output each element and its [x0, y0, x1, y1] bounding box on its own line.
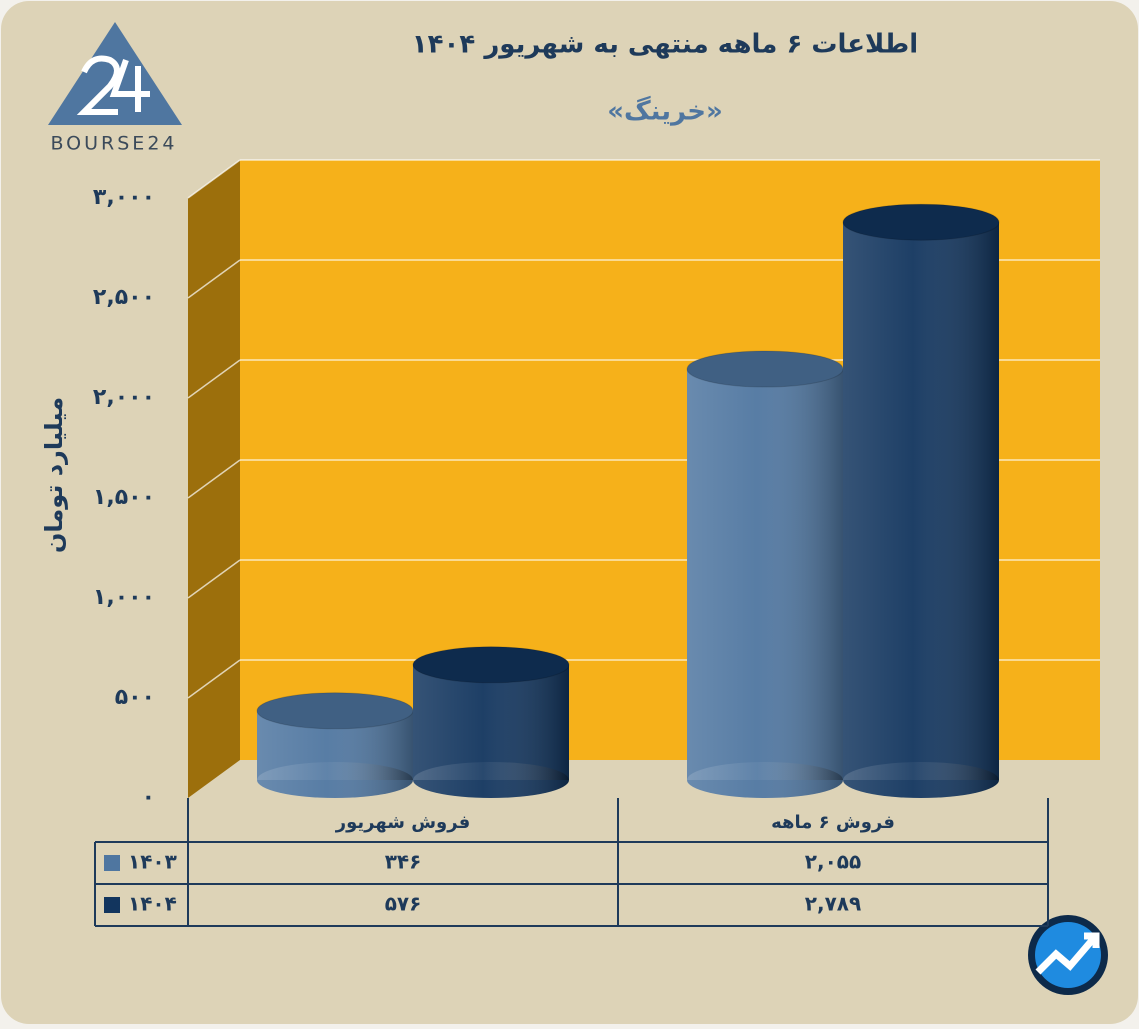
y-tick-label: ۱,۵۰۰: [93, 485, 155, 510]
grid-line: [187, 459, 241, 499]
brand-icon: [1028, 915, 1108, 995]
y-tick-label: ۵۰۰: [115, 685, 155, 710]
data-label: ۳۴۶: [385, 850, 422, 874]
cylinder-top: [842, 203, 1000, 241]
cylinder-top-shade: [257, 692, 413, 729]
cylinder-shade: [413, 664, 569, 780]
logo-mark: [76, 55, 150, 115]
x-tick-label: فروش شهریور: [335, 812, 470, 833]
legend-label: ۱۴۰۴: [128, 892, 177, 916]
y-tick-label: ۱,۰۰۰: [93, 585, 155, 610]
cylinder-top-shade: [687, 351, 843, 387]
y-tick-label: ۲,۵۰۰: [93, 285, 155, 310]
chart-title: اطلاعات ۶ ماهه منتهی به شهریور ۱۴۰۴: [412, 30, 918, 60]
icon-disc: [1035, 922, 1101, 988]
grid-line: [187, 659, 241, 699]
icon-arrow: [1035, 932, 1100, 975]
cylinder-top: [412, 646, 570, 684]
y-tick-label: ۰: [142, 785, 155, 810]
legend-swatch: [104, 855, 120, 871]
cylinder-top-shade: [413, 646, 569, 683]
chart-subtitle: «خرینگ»: [607, 96, 723, 127]
x-tick-label: فروش ۶ ماهه: [771, 812, 895, 833]
cylinder-shade: [843, 222, 999, 780]
cylinder-shade: [687, 369, 843, 780]
grid-line: [187, 159, 241, 199]
grid-line: [187, 559, 241, 599]
logo: BOURSE24: [48, 22, 182, 155]
cylinder-top-shade: [843, 204, 999, 241]
grid-line: [187, 259, 241, 299]
legend-swatch: [104, 897, 120, 913]
y-tick-label: ۲,۰۰۰: [93, 385, 155, 410]
data-label: ۲,۷۸۹: [805, 892, 861, 916]
data-label: ۲,۰۵۵: [805, 850, 861, 874]
grid-line: [187, 359, 241, 399]
data-label: ۵۷۶: [385, 892, 422, 916]
y-axis-label: میلیارد تومان: [40, 397, 68, 553]
logo-text: BOURSE24: [50, 133, 177, 155]
y-tick-label: ۳,۰۰۰: [93, 185, 155, 210]
legend-label: ۱۴۰۳: [128, 850, 177, 874]
